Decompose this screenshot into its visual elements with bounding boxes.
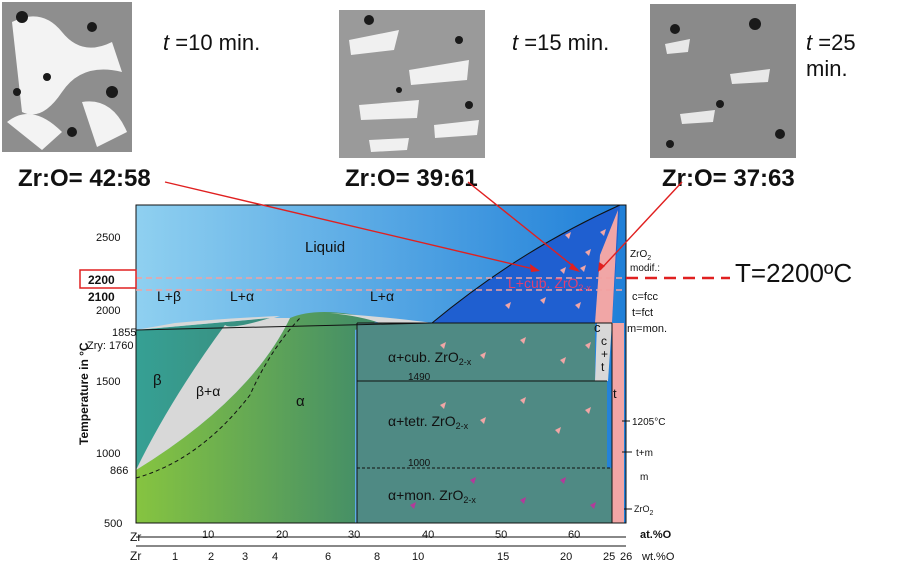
phase-label-l-alpha-2: L+α	[370, 288, 394, 304]
phase-label-alpha-tetr: α+tetr. ZrO2-x	[388, 413, 469, 431]
x-top-tick-20: 20	[276, 529, 288, 541]
phase-label-alpha-mon: α+mon. ZrO2-x	[388, 487, 476, 505]
x-bottom-tick-4: 4	[272, 551, 278, 563]
ratio-arrows	[164, 181, 683, 271]
y-tick-500: 500	[104, 518, 122, 530]
region-beta-alpha	[136, 318, 290, 470]
ratio-label-37-63: Zr:O= 37:63	[662, 165, 795, 192]
y-tick-2200: 2200	[88, 273, 115, 287]
x-bottom-tick-10: 10	[412, 551, 424, 563]
legend-tm: t+m	[636, 448, 653, 459]
region-l-alpha-strip	[330, 313, 432, 323]
legend-zro2: ZrO2	[634, 504, 654, 517]
region-l-beta-strip	[136, 316, 280, 330]
x-bottom-tick-20: 20	[560, 551, 572, 563]
y-tick-2500: 2500	[96, 232, 120, 244]
x-top-unit: at.%O	[640, 529, 672, 541]
x-bottom-tick-6: 6	[325, 551, 331, 563]
legend-cfcc: c=fcc	[632, 291, 658, 303]
isotherm-1490-label: 1490	[408, 372, 431, 383]
time-label-25: t =25 min.	[806, 30, 856, 81]
y-tick-866: 866	[110, 465, 128, 477]
y-tick-1000: 1000	[96, 448, 120, 460]
region-alpha-green	[136, 311, 380, 523]
mon-markers	[410, 477, 596, 509]
y-tick-zry-1760: Zry: 1760	[87, 340, 133, 352]
x-top-tick-zr: Zr	[130, 530, 141, 544]
legend-1205: 1205°C	[632, 417, 665, 428]
x-bottom-unit: wt.%O	[641, 551, 675, 563]
y-axis-title: Temperature in °C	[77, 342, 91, 445]
phase-label-t: t	[613, 386, 617, 401]
x-top-tick-40: 40	[422, 529, 434, 541]
y-tick-2200-box	[79, 269, 137, 289]
phase-label-l-alpha-1: L+α	[230, 288, 254, 304]
x-top-tick-50: 50	[495, 529, 507, 541]
precipitate-markers	[440, 229, 606, 434]
x-bottom-tick-25: 25	[603, 551, 615, 563]
ratio-label-39-61: Zr:O= 39:61	[345, 165, 478, 192]
region-alpha-mon	[357, 468, 612, 523]
legend-tfct: t=fct	[632, 307, 653, 319]
arrow-heads	[530, 262, 605, 272]
phase-label-alpha-cub: α+cub. ZrO2-x	[388, 349, 472, 367]
y-tick-2000: 2000	[96, 305, 120, 317]
legend-m: m	[640, 472, 648, 483]
region-t	[612, 323, 624, 468]
micrograph-15min	[339, 10, 485, 158]
x-top-tick-10: 10	[202, 529, 214, 541]
phase-label-c-t-t: t	[601, 360, 605, 374]
time-label-15: t =15 min.	[512, 30, 610, 55]
x-bottom-tick-2: 2	[208, 551, 214, 563]
region-cub-zro2	[595, 210, 618, 323]
legend-modif: modif.:	[630, 263, 660, 274]
region-c-plus-t	[595, 323, 612, 381]
ratio-label-42-58: Zr:O= 42:58	[18, 165, 151, 192]
x-top-tick-60: 60	[568, 529, 580, 541]
y-tick-2100: 2100	[88, 290, 115, 304]
phase-label-c-t-plus: +	[601, 347, 608, 361]
micrograph-10min	[2, 2, 132, 152]
x-bottom-tick-8: 8	[374, 551, 380, 563]
x-bottom-tick-26: 26	[620, 551, 632, 563]
phase-label-c: c	[594, 320, 601, 335]
x-bottom-tick-1: 1	[172, 551, 178, 563]
micrograph-25min	[650, 4, 796, 158]
phase-label-l-beta: L+β	[157, 288, 181, 304]
x-bottom-tick-zr: Zr	[130, 549, 141, 563]
legend-zro2-modif: ZrO2	[630, 249, 651, 262]
phase-label-l-cub: L+cub. ZrO2-x	[508, 275, 591, 293]
time-label-10: t =10 min.	[163, 30, 261, 55]
region-alpha-cub	[357, 323, 595, 381]
temperature-marker-label: T=2200ºC	[735, 258, 853, 288]
isotherm-1000-label: 1000	[408, 458, 431, 469]
phase-label-alpha: α	[296, 393, 305, 410]
phase-label-beta-alpha: β+α	[196, 383, 220, 399]
region-m	[612, 468, 624, 523]
x-top-tick-30: 30	[348, 529, 360, 541]
phase-label-c-t-c: c	[601, 334, 607, 348]
phase-label-beta: β	[153, 372, 162, 389]
y-tick-1855: 1855	[112, 327, 136, 339]
x-bottom-tick-3: 3	[242, 551, 248, 563]
region-alpha-tetr	[357, 381, 607, 468]
x-bottom-tick-15: 15	[497, 551, 509, 563]
y-tick-1500: 1500	[96, 376, 120, 388]
legend-mmon: m=mon.	[627, 323, 667, 335]
region-l-cub	[432, 205, 620, 323]
phase-label-liquid: Liquid	[305, 239, 345, 256]
